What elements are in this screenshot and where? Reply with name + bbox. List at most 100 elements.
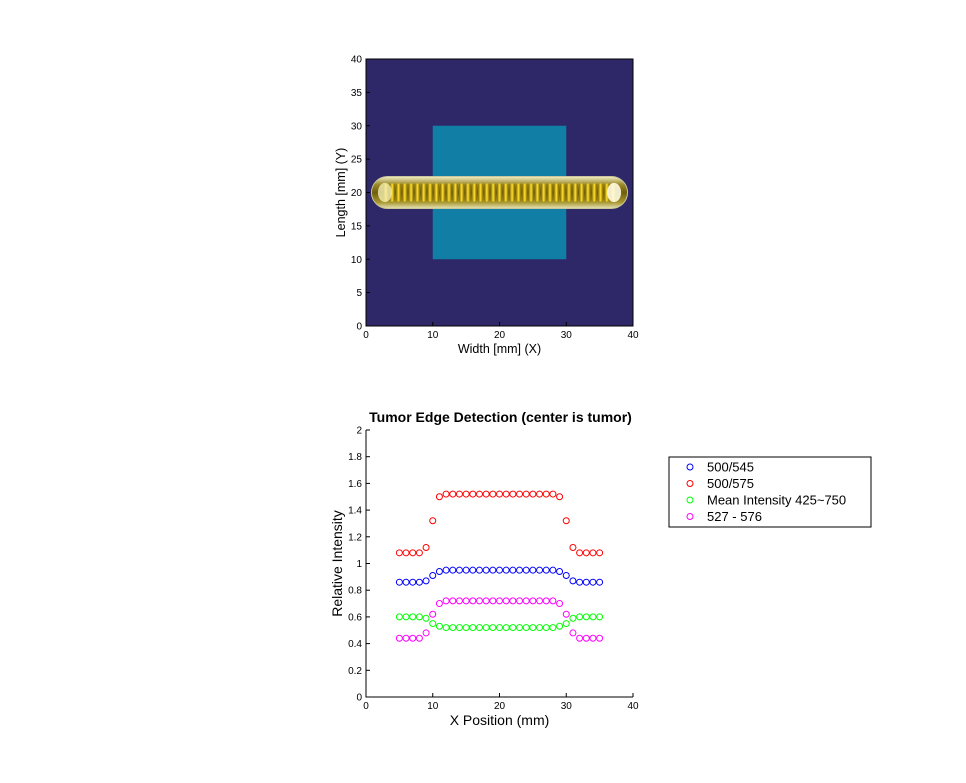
tumor-map-plot: 0 10 20 30 40 0 5 10 15 20 25 30 35 40 Width [mm] (X…: [334, 55, 639, 357]
probe-segment: [484, 183, 490, 202]
scatter-y-tick-label: 1.6: [348, 479, 362, 490]
data-point: [469, 490, 477, 498]
data-point: [415, 578, 423, 586]
map-y-tick-label: 5: [356, 288, 362, 299]
data-point: [402, 634, 410, 642]
data-point: [455, 597, 463, 605]
data-point: [455, 624, 463, 632]
scatter-x-tick-label: 10: [427, 701, 439, 712]
data-point: [409, 634, 417, 642]
probe-segment: [433, 183, 440, 202]
scatter-x-tick-label: 30: [561, 701, 573, 712]
data-point: [576, 613, 584, 621]
data-point: [496, 490, 503, 498]
data-point: [502, 490, 510, 498]
map-y-tick-label: 20: [351, 188, 363, 199]
data-point: [442, 490, 450, 498]
legend-label: Mean Intensity 425~750: [707, 493, 846, 508]
scatter-x-ticks: 0 10 20 30 40: [363, 693, 639, 712]
data-point: [435, 568, 443, 576]
map-y-tick-label: 40: [351, 55, 363, 66]
probe-segment: [471, 183, 477, 202]
data-point: [576, 549, 584, 557]
data-point: [582, 549, 590, 557]
data-point: [556, 622, 564, 630]
legend-marker: [686, 480, 694, 487]
data-point: [542, 624, 550, 632]
data-point: [562, 610, 570, 618]
probe-segment: [408, 183, 414, 202]
data-point: [529, 624, 537, 632]
map-y-tick-label: 35: [351, 88, 363, 99]
data-point: [496, 566, 503, 574]
probe-segment: [553, 183, 559, 202]
data-point: [482, 597, 490, 605]
data-point: [482, 566, 490, 574]
data-point: [536, 490, 544, 498]
data-point: [536, 566, 544, 574]
data-point: [482, 490, 490, 498]
probe-segment: [503, 183, 509, 202]
data-point: [582, 613, 590, 621]
data-point: [589, 578, 597, 586]
data-point: [409, 549, 417, 557]
data-point: [395, 613, 403, 621]
data-point: [569, 614, 577, 622]
series-3: [395, 613, 604, 632]
probe-segment: [509, 183, 515, 202]
probe-segment: [572, 183, 578, 202]
data-point: [415, 634, 423, 642]
scatter-y-tick-label: 1.4: [348, 506, 362, 517]
data-point: [549, 624, 557, 632]
data-point: [475, 490, 483, 498]
data-point: [529, 597, 537, 605]
scatter-x-tick-label: 20: [494, 701, 506, 712]
data-point: [542, 566, 550, 574]
data-point: [482, 624, 490, 632]
data-point: [395, 634, 403, 642]
edge-detection-plot: Tumor Edge Detection (center is tumor) 0…: [329, 409, 639, 728]
data-point: [509, 624, 517, 632]
series-1: [395, 566, 604, 586]
data-point: [589, 634, 597, 642]
data-point: [449, 490, 457, 498]
data-point: [529, 566, 537, 574]
legend-label: 527 - 576: [707, 509, 762, 524]
data-point: [569, 543, 577, 551]
scatter-y-ticks: 0 0.2 0.4 0.6 0.8 1 1.2 1.4 1.6 1.8 2: [348, 426, 370, 704]
data-point: [462, 566, 470, 574]
map-x-tick-label: 10: [427, 330, 439, 341]
probe-segment: [458, 183, 465, 202]
data-point: [455, 490, 463, 498]
map-x-ticks: 0 10 20 30 40: [363, 322, 639, 341]
data-point: [449, 566, 457, 574]
data-point: [522, 597, 530, 605]
data-point: [562, 620, 570, 628]
legend-marker: [686, 463, 694, 471]
scatter-y-tick-label: 1.2: [348, 532, 362, 543]
data-point: [489, 566, 497, 574]
probe-segment: [477, 183, 484, 202]
data-point: [402, 578, 410, 586]
data-point: [449, 624, 457, 632]
data-point: [462, 624, 470, 632]
probe-segment: [547, 183, 553, 202]
map-x-tick-label: 0: [363, 330, 369, 341]
data-point: [429, 620, 437, 628]
data-point: [556, 600, 564, 608]
data-point: [409, 613, 417, 621]
probe-segment: [440, 183, 446, 202]
probe-segment: [414, 183, 421, 202]
data-point: [536, 597, 544, 605]
probe-segment: [465, 183, 471, 202]
map-x-axis-label: Width [mm] (X): [458, 342, 541, 356]
data-point: [415, 549, 423, 557]
map-y-axis-label: Length [mm] (Y): [334, 148, 348, 238]
map-x-tick-label: 20: [494, 330, 506, 341]
data-point: [409, 578, 417, 586]
data-point: [435, 600, 443, 608]
data-point: [489, 597, 497, 605]
data-point: [475, 597, 483, 605]
scatter-y-axis-label: Relative Intensity: [329, 510, 345, 617]
data-point: [395, 578, 403, 586]
